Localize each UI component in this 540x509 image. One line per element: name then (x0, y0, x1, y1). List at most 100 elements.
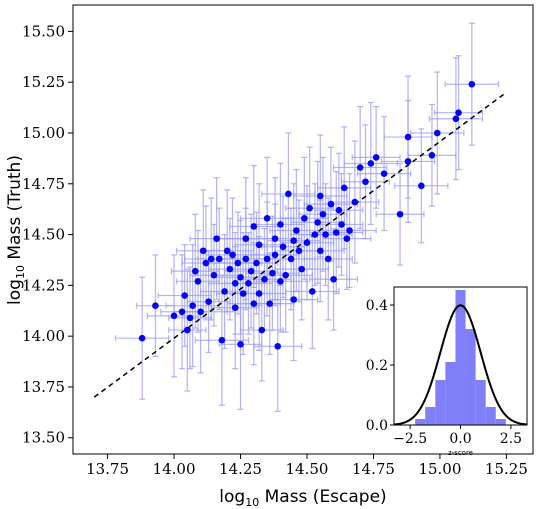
data-point (396, 210, 404, 218)
data-point (247, 267, 255, 275)
data-point (418, 182, 425, 190)
inset-bars (415, 290, 506, 425)
data-point (303, 239, 311, 247)
inset-y-tick-label: 0.2 (366, 358, 388, 374)
data-point (213, 235, 220, 242)
data-point (250, 223, 258, 230)
data-point (231, 304, 239, 312)
data-point (237, 273, 244, 281)
data-point (356, 164, 364, 171)
data-point (293, 227, 300, 234)
histogram-bar (485, 407, 496, 425)
data-point (199, 247, 207, 255)
reference-line (93, 91, 507, 398)
inset-normal-curve (393, 304, 528, 426)
data-point (242, 255, 250, 263)
main-y-ticks: 13.50 13.75 14.00 14.25 14.50 14.75 15.00 15.25… (22, 22, 73, 447)
data-point (322, 231, 329, 238)
data-point (237, 340, 244, 348)
data-point (298, 265, 305, 273)
data-point (306, 204, 313, 212)
data-point (271, 251, 279, 259)
x-axis-label-text: Mass (Escape) (265, 487, 387, 507)
data-point (346, 227, 353, 234)
inset-y-tick-label: 0.0 (366, 418, 388, 434)
x-tick-label: 14.25 (219, 460, 262, 478)
data-point (189, 302, 196, 309)
data-point (316, 247, 324, 255)
data-point (279, 243, 287, 251)
data-point (455, 109, 462, 116)
data-point (338, 221, 345, 228)
data-point (152, 302, 159, 309)
data-point (210, 271, 218, 279)
data-point (295, 247, 303, 255)
y-axis-label-subscript: 10 (14, 265, 27, 279)
histogram-bar (465, 329, 476, 425)
data-point (242, 235, 250, 242)
data-point (245, 280, 252, 287)
data-point (277, 278, 284, 285)
data-point (287, 255, 295, 263)
data-point (178, 308, 186, 316)
data-point (181, 292, 188, 299)
data-point (194, 278, 202, 285)
histogram-bar (455, 290, 466, 425)
histogram-bar (495, 419, 506, 425)
data-point (290, 296, 297, 303)
data-point (221, 288, 228, 295)
x-axis-label: log10 Mass (Escape) (219, 487, 386, 509)
data-point (231, 280, 239, 287)
data-point (258, 326, 266, 334)
data-point (380, 170, 388, 177)
data-point (428, 152, 436, 159)
inset-x-tick-label: −2.5 (393, 431, 427, 447)
data-point (253, 259, 260, 267)
data-point (277, 221, 284, 228)
data-point (340, 184, 348, 192)
data-point (202, 259, 210, 267)
data-point (192, 267, 199, 275)
y-tick-label: 13.50 (22, 429, 65, 447)
y-axis-label-prefix: log (5, 279, 25, 305)
x-tick-label: 14.00 (153, 460, 196, 478)
main-x-ticks: 13.75 14.00 14.25 14.50 14.75 15.00 15.25 (86, 454, 528, 478)
y-tick-label: 14.00 (22, 327, 65, 345)
inset-x-tick-label: 0.0 (449, 431, 471, 447)
data-point (372, 154, 380, 161)
data-point (223, 247, 231, 255)
inset-y-ticks: 0.0 0.2 0.4 (366, 298, 394, 434)
data-point (186, 314, 194, 322)
data-point (316, 192, 324, 200)
inset-x-axis-label: z-score (448, 449, 473, 457)
y-axis-label: log10 Mass (Truth) (5, 155, 27, 305)
inset-y-tick-label: 0.4 (366, 298, 388, 314)
data-point (367, 160, 375, 167)
data-point (433, 129, 441, 137)
histogram-bar (445, 362, 456, 425)
data-point (226, 265, 234, 273)
data-point (215, 255, 223, 263)
data-point (274, 343, 282, 350)
y-tick-label: 14.50 (22, 226, 65, 244)
data-point (404, 158, 412, 165)
data-point (319, 210, 327, 218)
data-point (255, 290, 263, 297)
data-point (229, 251, 236, 259)
inset-x-ticks: −2.5 0.0 2.5 (393, 425, 522, 447)
data-point (468, 80, 476, 88)
histogram-bar (425, 407, 436, 425)
x-tick-label: 14.50 (286, 460, 329, 478)
data-point (239, 290, 247, 297)
main-points (138, 80, 476, 350)
data-point (452, 115, 460, 123)
y-tick-label: 13.75 (22, 378, 65, 396)
x-axis-label-prefix: log (219, 487, 245, 507)
data-point (205, 298, 212, 305)
x-tick-label: 15.00 (418, 460, 461, 478)
y-tick-label: 14.75 (22, 175, 65, 193)
y-axis-label-text: Mass (Truth) (5, 155, 25, 260)
data-point (138, 334, 146, 342)
histogram-bar (415, 419, 426, 425)
